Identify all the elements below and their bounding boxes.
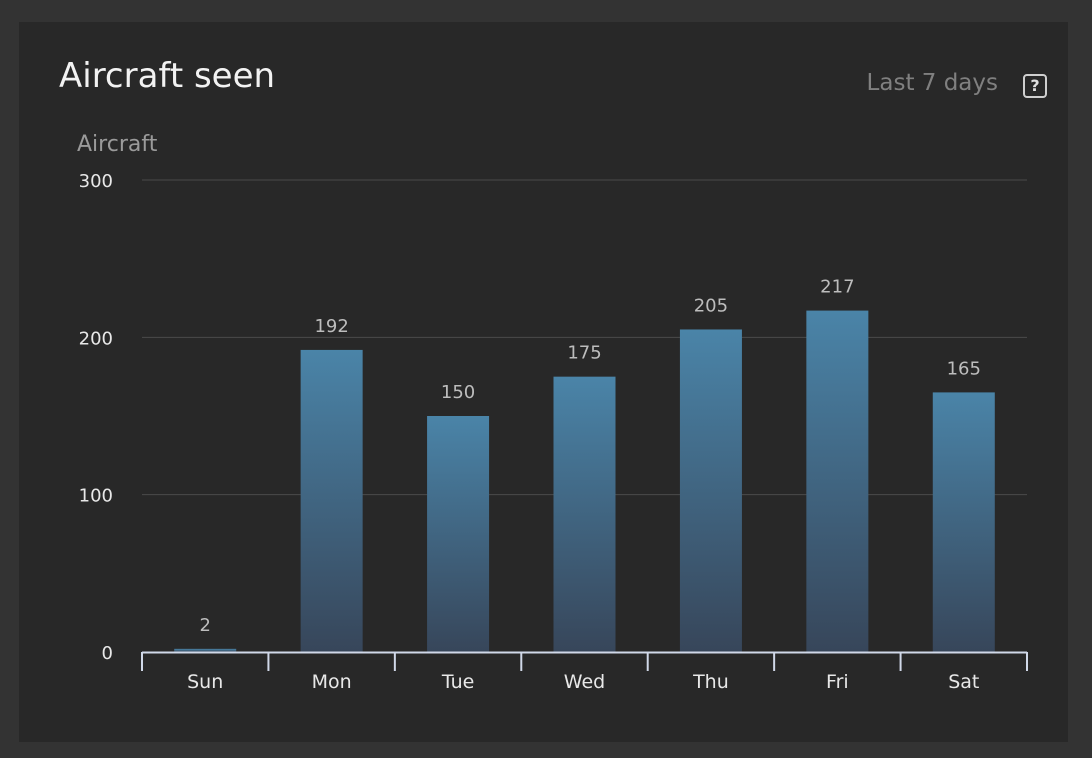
data-label: 150 [441,382,475,403]
x-tick-label: Tue [441,671,474,693]
data-label: 175 [567,343,601,364]
bar-wed[interactable] [553,376,616,652]
bar-thu[interactable] [679,329,742,652]
chart-title: Aircraft seen [59,56,276,96]
data-label: 2 [199,615,210,636]
x-tick-label: Thu [692,671,729,693]
y-tick-label: 200 [79,328,113,349]
y-tick-label: 0 [102,643,113,664]
x-tick-label: Mon [312,671,352,693]
bar-sun[interactable] [174,648,237,652]
x-tick-label: Sat [948,671,979,693]
data-label: 165 [947,358,981,379]
data-label: 205 [694,295,728,316]
bars: 2 192 150 175 205 217 165 [174,277,995,652]
y-tick-label: 100 [79,486,113,507]
help-icon[interactable]: ? [1023,74,1047,98]
data-label: 217 [820,277,854,298]
bar-fri[interactable] [806,310,869,652]
chart-card: Aircraft seen Last 7 days ? Aircraft 0 10… [19,22,1068,742]
bar-tue[interactable] [427,416,490,652]
x-axis: Sun Mon Tue Wed Thu Fri Sat [141,651,1028,693]
grid-lines: 0 100 200 300 [79,171,1027,664]
x-tick-label: Fri [826,671,849,693]
y-tick-label: 300 [79,171,113,192]
x-tick-label: Wed [564,671,605,693]
y-axis-title: Aircraft [77,132,158,157]
x-tick-label: Sun [187,671,223,693]
bar-mon[interactable] [300,349,363,652]
data-label: 192 [314,316,348,337]
bar-sat[interactable] [932,392,995,652]
time-range-label[interactable]: Last 7 days [866,70,998,96]
